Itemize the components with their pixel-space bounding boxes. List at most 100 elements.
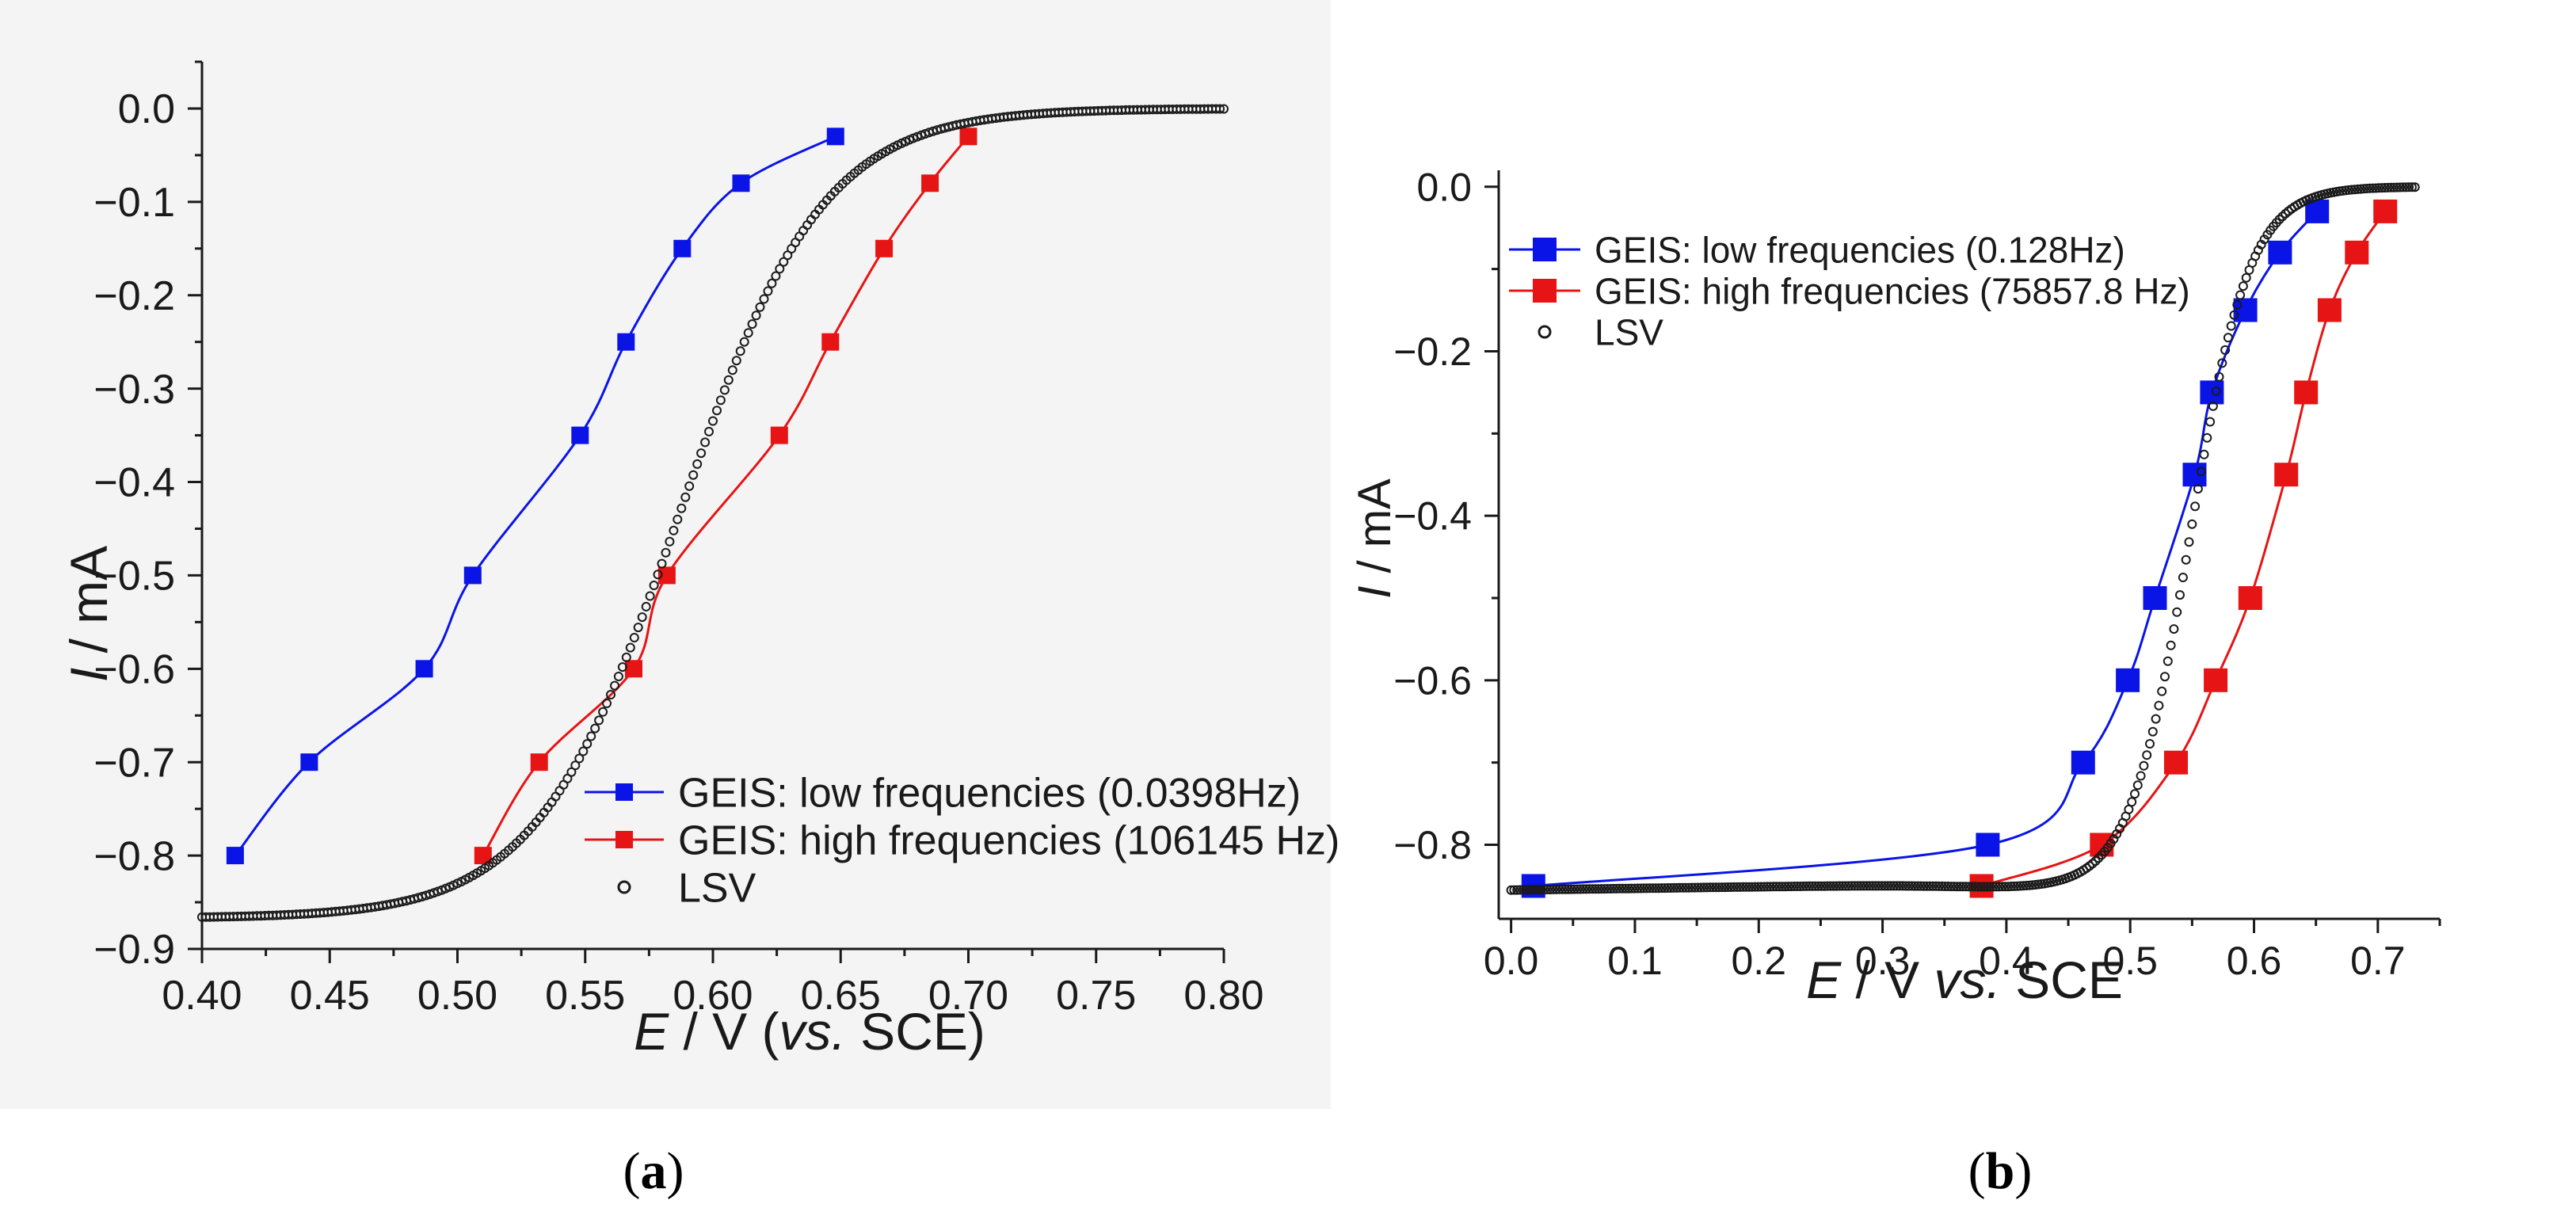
lsv-point (2386, 182, 2396, 192)
lsv-point (1801, 881, 1812, 891)
data-point-low (732, 174, 750, 192)
lsv-point (629, 633, 639, 642)
x-tick-label: 0.65 (801, 973, 881, 1019)
lsv-point (2259, 234, 2269, 245)
x-tick-label: 0.45 (290, 973, 370, 1019)
lsv-point (1684, 882, 1694, 893)
lsv-point (1816, 881, 1827, 891)
panel-a-y-axis-title: I / mA (59, 546, 118, 682)
lsv-point (606, 690, 615, 699)
y-tick-label: −0.7 (93, 740, 175, 786)
lsv-point (1618, 883, 1628, 893)
lsv-point (1838, 881, 1847, 891)
lsv-point (2187, 519, 2197, 529)
data-point-high (875, 239, 894, 257)
panel-b-axes: 0.0 0.1 0.2 0.3 0.4 0.5 0.6 0.7 0.0 −0.2 −0.4 −0.6 −… (1393, 165, 2441, 983)
lsv-point (1609, 883, 1618, 893)
lsv-point (1587, 884, 1598, 894)
lsv-point (1644, 883, 1655, 893)
lsv-point (2090, 856, 2101, 866)
lsv-point (1591, 884, 1601, 894)
lsv-point (2376, 183, 2387, 193)
lsv-point (1810, 881, 1820, 891)
lsv-point (1759, 882, 1770, 892)
lsv-point (2175, 590, 2185, 600)
lsv-point (1735, 882, 1745, 892)
data-point-high (959, 128, 977, 146)
lsv-point (2202, 432, 2212, 443)
lsv-point (1518, 885, 1528, 895)
series-lsv (1506, 182, 2420, 895)
y-tick-label: −0.1 (93, 180, 175, 226)
lsv-point (1521, 885, 1531, 895)
lsv-point (1560, 884, 1571, 894)
lsv-point (1858, 881, 1869, 891)
lsv-point (1524, 885, 1534, 895)
legend-marker-lsv (1538, 325, 1552, 339)
data-point-high (2238, 586, 2262, 610)
lsv-point (653, 570, 663, 580)
lsv-point (1798, 881, 1808, 891)
lsv-point (2127, 797, 2137, 807)
lsv-point (1940, 882, 1950, 891)
y-tick-label: 0.0 (118, 86, 175, 132)
lsv-point (1888, 881, 1899, 891)
lsv-point (1717, 882, 1727, 893)
data-point-high (2204, 668, 2228, 692)
lsv-point (1955, 882, 1965, 892)
lsv-point (2389, 182, 2399, 192)
panel-a-background (0, 0, 1331, 1109)
data-point-low (2071, 750, 2095, 775)
lsv-point (1895, 881, 1905, 891)
lsv-point (1720, 882, 1730, 893)
lsv-point (2359, 184, 2369, 194)
data-point-high (770, 426, 788, 444)
lsv-point (751, 311, 761, 321)
lsv-point (2235, 290, 2246, 300)
lsv-point (1557, 884, 1568, 894)
lsv-point (1756, 882, 1766, 892)
x-tick-label: 0.2 (1732, 939, 1787, 983)
lsv-point (1753, 882, 1763, 892)
lsv-point (657, 558, 667, 569)
lsv-point (2205, 417, 2216, 427)
lsv-point (2163, 656, 2173, 666)
lsv-point (1666, 883, 1676, 893)
lsv-point (1885, 881, 1896, 891)
panel-b-legend: GEIS: low frequencies (0.128Hz)GEIS: hig… (1509, 230, 2190, 353)
lsv-point (2232, 299, 2243, 310)
lsv-point (1729, 882, 1740, 892)
lsv-point (700, 437, 711, 448)
x-tick-label: 0.55 (545, 973, 625, 1019)
lsv-point (2238, 281, 2248, 291)
lsv-point (1542, 885, 1553, 894)
lsv-point (1696, 882, 1706, 893)
lsv-point (1855, 881, 1865, 891)
legend-item-lsv: LSV (617, 866, 756, 912)
panel-a-caption: (a) (623, 1142, 684, 1200)
lsv-point (1578, 884, 1588, 894)
lsv-point (590, 723, 600, 733)
lsv-point (696, 448, 707, 459)
panel-a-plot-area (197, 104, 1229, 922)
lsv-point (684, 481, 695, 491)
lsv-point (1675, 882, 1685, 893)
panel-b-plot-area (1506, 182, 2420, 898)
x-tick-label: 0.70 (928, 973, 1008, 1019)
lsv-point (1958, 882, 1968, 892)
lsv-point (1629, 883, 1640, 893)
lsv-point (1593, 884, 1603, 894)
lsv-point (1744, 882, 1755, 892)
lsv-point (688, 470, 699, 480)
lsv-point (723, 375, 734, 385)
lsv-point (1804, 881, 1815, 891)
lsv-point (2404, 182, 2414, 192)
lsv-point (2361, 184, 2372, 193)
data-point-low (2143, 586, 2167, 610)
data-point-low (2116, 668, 2140, 692)
lsv-point (1915, 881, 1926, 891)
lsv-point (1976, 882, 1986, 892)
lsv-point (2346, 185, 2357, 195)
lsv-point (2015, 881, 2025, 891)
lsv-point (1584, 884, 1595, 894)
